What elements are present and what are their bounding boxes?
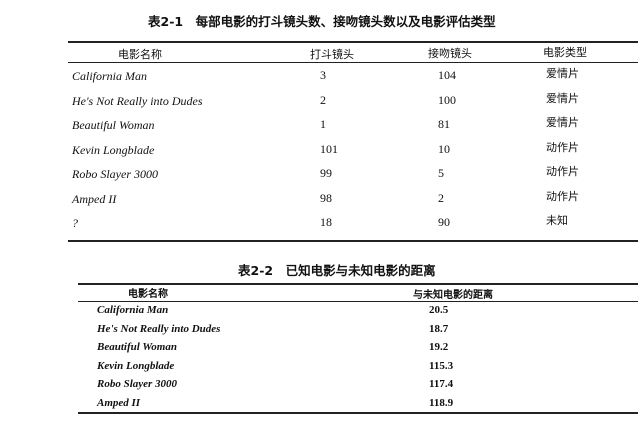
cell-kiss-scenes: 100 bbox=[438, 92, 456, 107]
cell-movie-type: 爱情片 bbox=[546, 67, 579, 80]
header-rule bbox=[78, 301, 638, 302]
cell-fight-scenes: 99 bbox=[320, 166, 332, 180]
cell-kiss-scenes: 81 bbox=[438, 117, 450, 131]
cell-movie-name: California Man bbox=[97, 304, 169, 316]
cell-movie-name: He's Not Really into Dudes bbox=[97, 322, 221, 335]
bottom-rule bbox=[78, 412, 638, 414]
cell-movie-name: Robo Slayer 3000 bbox=[72, 167, 158, 181]
header-kiss-scenes: 接吻镜头 bbox=[428, 47, 472, 60]
header-movie-type: 电影类型 bbox=[543, 46, 587, 59]
header-movie-name: 电影名称 bbox=[128, 289, 168, 300]
cell-movie-type: 未知 bbox=[546, 214, 568, 227]
cell-movie-name: Kevin Longblade bbox=[97, 359, 175, 372]
bottom-rule bbox=[68, 240, 638, 242]
cell-distance: 118.9 bbox=[429, 397, 454, 409]
cell-fight-scenes: 101 bbox=[320, 141, 338, 156]
cell-movie-name: Robo Slayer 3000 bbox=[97, 378, 178, 391]
cell-kiss-scenes: 2 bbox=[438, 190, 444, 205]
cell-movie-type: 动作片 bbox=[546, 165, 579, 178]
cell-movie-name: Amped II bbox=[97, 397, 141, 409]
cell-fight-scenes: 98 bbox=[320, 190, 332, 205]
cell-fight-scenes: 2 bbox=[320, 92, 326, 107]
table1-caption: 表2-1 每部电影的打斗镜头数、接吻镜头数以及电影评估类型 bbox=[148, 14, 496, 29]
cell-movie-type: 爱情片 bbox=[546, 116, 579, 129]
cell-fight-scenes: 18 bbox=[320, 215, 332, 229]
top-rule bbox=[68, 41, 638, 43]
cell-movie-type: 动作片 bbox=[546, 189, 579, 203]
cell-kiss-scenes: 104 bbox=[438, 68, 456, 82]
cell-movie-type: 动作片 bbox=[546, 140, 579, 154]
cell-distance: 18.7 bbox=[429, 322, 449, 335]
cell-distance: 117.4 bbox=[429, 378, 454, 391]
cell-movie-name: Beautiful Woman bbox=[97, 341, 177, 354]
header-rule bbox=[68, 62, 638, 63]
cell-movie-name: He's Not Really into Dudes bbox=[72, 93, 203, 108]
cell-distance: 20.5 bbox=[429, 304, 449, 316]
cell-movie-name: ? bbox=[72, 216, 78, 230]
header-fight-scenes: 打斗镜头 bbox=[310, 48, 354, 61]
cell-distance: 19.2 bbox=[429, 341, 449, 354]
header-movie-name: 电影名称 bbox=[118, 48, 162, 61]
table2-caption: 表2-2 已知电影与未知电影的距离 bbox=[238, 263, 436, 278]
cell-movie-name: California Man bbox=[72, 69, 148, 83]
cell-kiss-scenes: 5 bbox=[438, 166, 444, 180]
cell-fight-scenes: 3 bbox=[320, 68, 326, 82]
cell-kiss-scenes: 10 bbox=[438, 141, 450, 156]
cell-distance: 115.3 bbox=[429, 359, 454, 372]
top-rule bbox=[78, 283, 638, 285]
cell-kiss-scenes: 90 bbox=[438, 215, 450, 229]
cell-fight-scenes: 1 bbox=[320, 117, 326, 131]
cell-movie-name: Beautiful Woman bbox=[72, 118, 155, 132]
cell-movie-name: Kevin Longblade bbox=[72, 142, 155, 157]
header-distance: 与未知电影的距离 bbox=[413, 290, 493, 301]
cell-movie-type: 爱情片 bbox=[546, 91, 579, 105]
cell-movie-name: Amped II bbox=[72, 191, 117, 206]
